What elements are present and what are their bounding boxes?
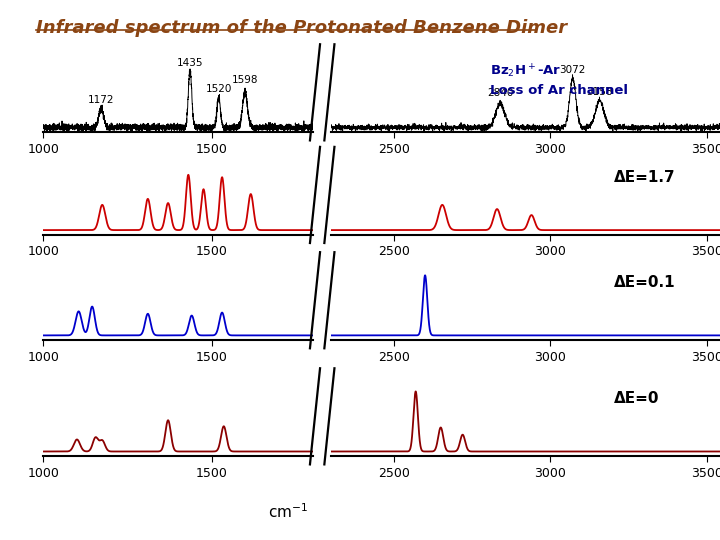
- Text: 1598: 1598: [232, 75, 258, 84]
- Text: ΔE=1.7: ΔE=1.7: [614, 170, 675, 185]
- Text: Infrared spectrum of the Protonated Benzene Dimer: Infrared spectrum of the Protonated Benz…: [36, 19, 567, 37]
- Text: 1520: 1520: [205, 84, 232, 94]
- Text: cm$^{-1}$: cm$^{-1}$: [268, 503, 308, 522]
- Text: ΔE=0.1: ΔE=0.1: [614, 275, 675, 290]
- Text: Bz$_2$H$^+$-Ar: Bz$_2$H$^+$-Ar: [490, 62, 561, 79]
- Text: 2840: 2840: [487, 88, 513, 98]
- Text: 3072: 3072: [559, 65, 586, 75]
- Text: 1435: 1435: [177, 58, 203, 68]
- Text: Loss of Ar channel: Loss of Ar channel: [490, 84, 628, 97]
- Text: 1172: 1172: [88, 95, 114, 105]
- Text: 3158: 3158: [586, 87, 613, 97]
- Text: ΔE=0: ΔE=0: [614, 392, 660, 406]
